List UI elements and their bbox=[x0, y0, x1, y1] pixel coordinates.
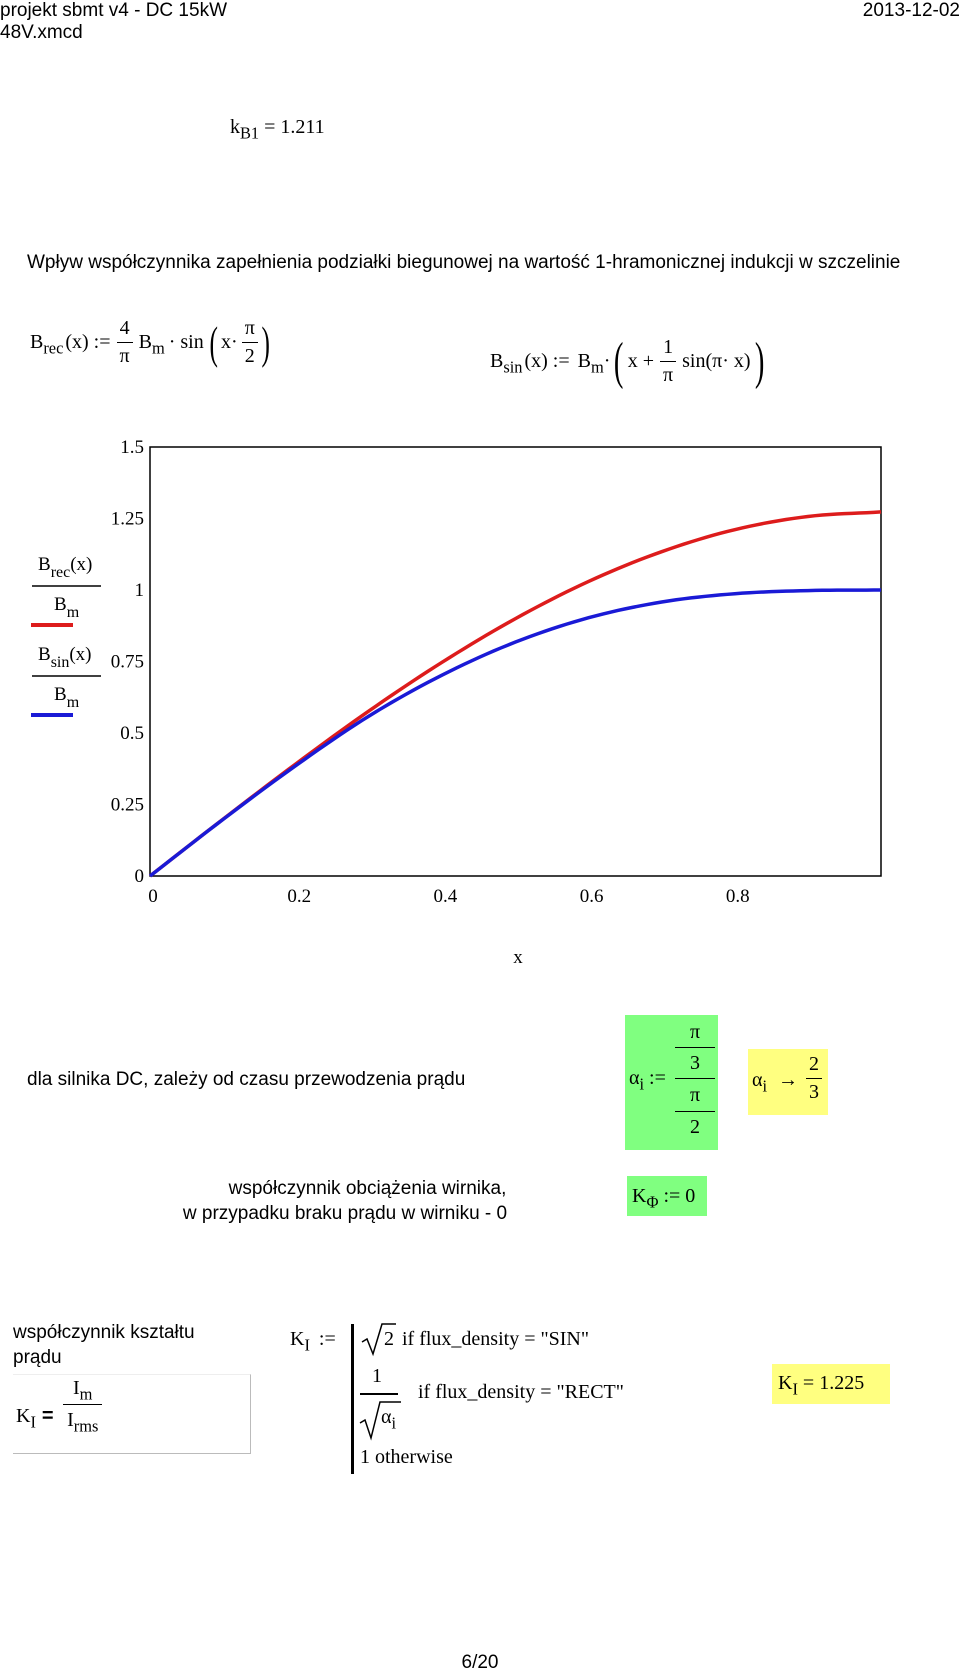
ki-definition-box: KI = Im Irms bbox=[13, 1374, 251, 1454]
kb1-result: kB1 = 1.211 bbox=[230, 116, 325, 141]
case2-denominator: αi bbox=[381, 1406, 397, 1433]
alpha-radical bbox=[359, 1401, 401, 1441]
y-tick-labels: 0 0.25 0.5 0.75 1 1.25 1.5 bbox=[111, 437, 144, 887]
case2-fraction-line bbox=[360, 1393, 398, 1395]
piecewise-bar bbox=[351, 1324, 354, 1474]
brec-x: x· bbox=[221, 331, 238, 353]
y-tick-label: 0.5 bbox=[120, 723, 144, 744]
case2-condition: if flux_density = "RECT" bbox=[418, 1381, 624, 1403]
chart-legend: Brec(x) Bm Bsin(x) Bm bbox=[31, 554, 101, 717]
legend-denominator: Bm bbox=[54, 684, 80, 711]
x-axis-label: x bbox=[513, 947, 523, 968]
y-tick-label: 0 bbox=[135, 866, 145, 887]
load-description-line1: współczynnik obciążenia wirnika, bbox=[228, 1178, 507, 1199]
flux-chart: 0 0.25 0.5 0.75 1 1.25 1.5 0 0.2 0.4 0.6 0.8 x Bre… bbox=[31, 437, 882, 968]
x-tick-labels: 0 0.2 0.4 0.6 0.8 bbox=[148, 886, 749, 907]
series-line-1 bbox=[148, 588, 882, 878]
bsin-bm: Bm bbox=[577, 350, 604, 377]
bsin-x-plus: x + bbox=[627, 350, 655, 372]
alpha-definition: αi := π 3 π 2 bbox=[625, 1015, 718, 1150]
brec-bm: Bm bbox=[138, 331, 165, 358]
y-tick-label: 0.75 bbox=[111, 652, 144, 673]
case3: 1 otherwise bbox=[360, 1446, 453, 1468]
legend-denominator: Bm bbox=[54, 594, 80, 621]
legend-entry-0: Brec(x) Bm bbox=[31, 554, 101, 627]
plot-frame bbox=[149, 446, 882, 877]
y-tick-label: 1.25 bbox=[111, 509, 144, 530]
case1-condition: if flux_density = "SIN" bbox=[402, 1328, 590, 1350]
case2-numerator: 1 bbox=[372, 1365, 382, 1387]
ki-definition: KI = bbox=[16, 1405, 54, 1432]
shape-description-line2: prądu bbox=[13, 1347, 62, 1368]
kb1-sub: B1 bbox=[240, 123, 260, 143]
bsin-paren-left: ( bbox=[614, 333, 624, 390]
brec-paren-right: ) bbox=[261, 317, 270, 368]
series-lines bbox=[148, 510, 882, 878]
page-number: 6/20 bbox=[461, 1652, 499, 1673]
brec-paren-left: ( bbox=[209, 317, 218, 368]
kb1-value: = 1.211 bbox=[264, 116, 325, 138]
case1-value: 2 bbox=[384, 1328, 394, 1350]
brec-lhs: Brec bbox=[30, 331, 64, 358]
load-description: współczynnik obciążenia wirnika, w przyp… bbox=[150, 1176, 540, 1226]
section-title: Wpływ współczynnika zapełnienia podziałk… bbox=[27, 252, 901, 273]
shape-description: współczynnik kształtu prądu bbox=[13, 1320, 195, 1370]
legend-numerator: Brec(x) bbox=[38, 554, 92, 581]
series-line-0 bbox=[148, 510, 882, 878]
bsin-sin: sin(π· x) bbox=[682, 350, 751, 372]
x-tick-label: 0.4 bbox=[434, 886, 458, 907]
alpha-lhs: αi := bbox=[629, 1067, 666, 1094]
kb1-var: k bbox=[230, 116, 240, 138]
file-name: projekt sbmt v4 - DC 15kW 48V.xmcd bbox=[0, 0, 227, 44]
bsin-arg: (x) := bbox=[524, 350, 570, 372]
bsin-paren-right: ) bbox=[754, 333, 764, 390]
kphi-definition: KΦ := 0 bbox=[627, 1176, 707, 1216]
x-tick-label: 0.6 bbox=[580, 886, 604, 907]
x-tick-label: 0 bbox=[148, 886, 158, 907]
ki-piecewise-lhs: KI := bbox=[290, 1328, 336, 1355]
y-tick-label: 0.25 bbox=[111, 795, 144, 816]
bsin-dot: · bbox=[603, 350, 611, 372]
ki-result: KI = 1.225 bbox=[772, 1364, 890, 1404]
document-date: 2013-12-02 bbox=[862, 0, 960, 21]
legend-entry-1: Bsin(x) Bm bbox=[31, 644, 101, 717]
x-tick-label: 0.2 bbox=[287, 886, 311, 907]
alpha-fraction: π 3 π 2 bbox=[675, 1017, 715, 1142]
x-tick-label: 0.8 bbox=[726, 886, 750, 907]
file-name-line2: 48V.xmcd bbox=[0, 22, 83, 43]
bsin-lhs: Bsin bbox=[490, 350, 523, 377]
file-name-line1: projekt sbmt v4 - DC 15kW bbox=[0, 0, 227, 21]
y-tick-label: 1 bbox=[135, 580, 145, 601]
brec-sin: · sin bbox=[168, 331, 204, 353]
ki-definition-fraction: Im Irms bbox=[63, 1377, 103, 1434]
brec-arg: (x) := bbox=[65, 331, 111, 353]
alpha-result-lhs: αi → bbox=[752, 1069, 799, 1096]
legend-numerator: Bsin(x) bbox=[38, 644, 92, 671]
dc-description: dla silnika DC, zależy od czasu przewodz… bbox=[27, 1069, 466, 1090]
load-description-line2: w przypadku braku prądu w wirniku - 0 bbox=[182, 1203, 508, 1224]
shape-description-line1: współczynnik kształtu bbox=[13, 1322, 195, 1343]
sqrt2-radical bbox=[361, 1323, 396, 1357]
y-tick-label: 1.5 bbox=[120, 437, 144, 458]
